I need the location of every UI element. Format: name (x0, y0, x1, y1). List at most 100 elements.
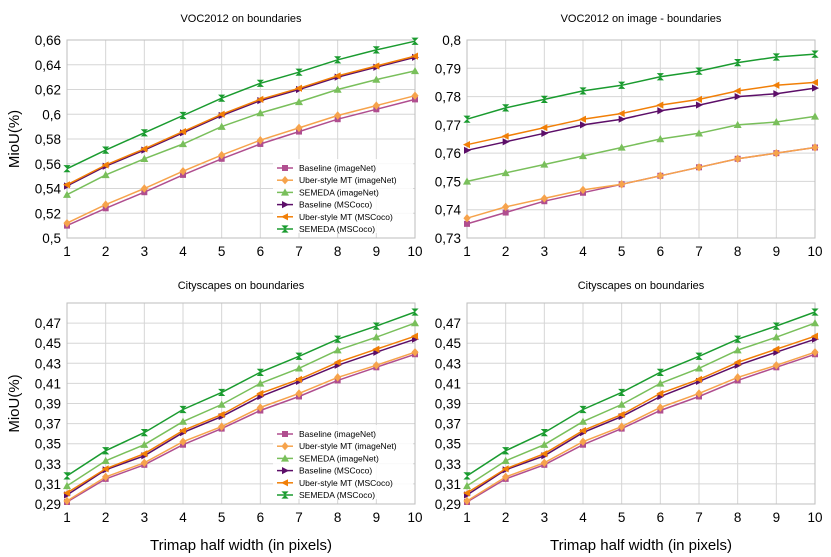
legend-swatch-marker (281, 491, 289, 499)
data-point (295, 364, 303, 372)
legend-swatch-marker (281, 225, 289, 233)
series-line (466, 115, 816, 183)
data-point (540, 450, 548, 458)
x-tick-label: 4 (579, 510, 587, 525)
data-point (256, 379, 265, 387)
data-point (772, 81, 780, 89)
series-line (66, 55, 416, 186)
series-line (66, 311, 416, 477)
data-point (811, 348, 819, 357)
y-tick-label: 0,54 (35, 182, 62, 197)
data-point (734, 373, 742, 382)
legend-label: Baseline (MSCoco) (299, 466, 372, 476)
data-point (618, 388, 626, 397)
data-point (811, 143, 819, 152)
data-point (140, 450, 148, 458)
legend: Baseline (imageNet) Uber-style MT (imageN… (273, 425, 413, 500)
data-point (295, 84, 302, 92)
data-point (256, 368, 264, 376)
series-baseline-mscoco (464, 84, 819, 154)
data-point (372, 62, 380, 70)
plot-frame (66, 302, 416, 505)
data-point (411, 319, 419, 327)
data-point (63, 218, 71, 228)
series-line (466, 146, 816, 219)
legend-item: SEMEDA (imageNet) (277, 187, 379, 197)
data-point (295, 123, 303, 133)
data-point (333, 346, 342, 354)
legend: Baseline (imageNet) Uber-style MT (imageN… (273, 159, 413, 234)
y-tick-label: 0,39 (435, 397, 461, 412)
data-point (618, 81, 626, 89)
series-uber-style-mt-mscoco (63, 52, 418, 189)
data-point (256, 403, 264, 412)
data-point (295, 97, 303, 106)
plot-frame (466, 302, 816, 505)
data-point (656, 403, 664, 412)
data-point (217, 400, 226, 408)
x-tick-label: 4 (179, 244, 187, 259)
data-point (140, 440, 149, 448)
x-axis-label: Trimap half width (in pixels) (550, 537, 732, 554)
y-tick-label: 0,37 (435, 417, 461, 432)
data-point (464, 220, 470, 227)
legend-item: Uber-style MT (MSCoco) (277, 478, 393, 488)
x-tick-label: 8 (334, 510, 342, 525)
y-tick-label: 0,33 (435, 457, 461, 472)
y-tick-label: 0,33 (35, 457, 61, 472)
chart-title: VOC2012 on image - boundaries (561, 13, 722, 25)
data-point (463, 177, 471, 185)
series-line (66, 335, 416, 494)
x-tick-label: 9 (373, 510, 381, 525)
series-uber-style-mt-mscoco (463, 332, 818, 497)
data-point (372, 361, 380, 370)
legend-label: Uber-style MT (imageNet) (299, 441, 397, 451)
plot-frame (66, 39, 416, 239)
data-point (501, 132, 509, 140)
data-point (657, 107, 665, 115)
data-point (256, 389, 264, 398)
chart-panel-3: Cityscapes on boundaries 1 2 3 4 5 6 7 8 9 10 0,29 0… (6, 280, 423, 554)
data-point (295, 375, 302, 383)
series-uber-style-mt-mscoco (63, 332, 418, 497)
data-point (372, 46, 380, 54)
x-tick-label: 10 (807, 510, 822, 525)
data-point (812, 84, 819, 92)
data-point (656, 389, 664, 398)
data-point (256, 109, 265, 117)
series-semeda-mscoco (463, 50, 819, 123)
y-tick-label: 0,37 (35, 417, 61, 432)
data-point (102, 146, 110, 154)
series-line (466, 351, 816, 502)
legend-swatch-marker (282, 467, 289, 475)
y-tick-label: 0,47 (35, 316, 61, 331)
data-point (772, 333, 781, 341)
data-point (772, 361, 780, 370)
data-point (295, 68, 303, 76)
data-point (811, 78, 818, 87)
x-tick-label: 1 (463, 510, 471, 525)
data-point (179, 111, 187, 120)
data-point (733, 346, 742, 354)
y-tick-label: 0,77 (435, 118, 461, 133)
x-tick-label: 6 (657, 244, 665, 259)
data-point (540, 95, 548, 103)
data-point (579, 185, 587, 195)
data-point (695, 95, 702, 103)
x-tick-label: 2 (502, 510, 510, 525)
x-tick-label: 9 (373, 244, 381, 259)
data-point (295, 389, 303, 398)
x-tick-label: 5 (618, 510, 626, 525)
data-point (372, 345, 380, 353)
data-point (695, 352, 703, 360)
series-line (466, 353, 816, 503)
data-point (372, 101, 380, 110)
legend-item: Uber-style MT (imageNet) (277, 441, 397, 451)
y-tick-label: 0,6 (42, 107, 61, 122)
series-semeda-imagenet (63, 66, 419, 198)
y-tick-label: 0,31 (435, 477, 461, 492)
y-tick-label: 0,62 (35, 83, 61, 98)
legend-swatch-marker (281, 176, 289, 185)
data-point (579, 417, 587, 425)
series-line (66, 322, 416, 487)
